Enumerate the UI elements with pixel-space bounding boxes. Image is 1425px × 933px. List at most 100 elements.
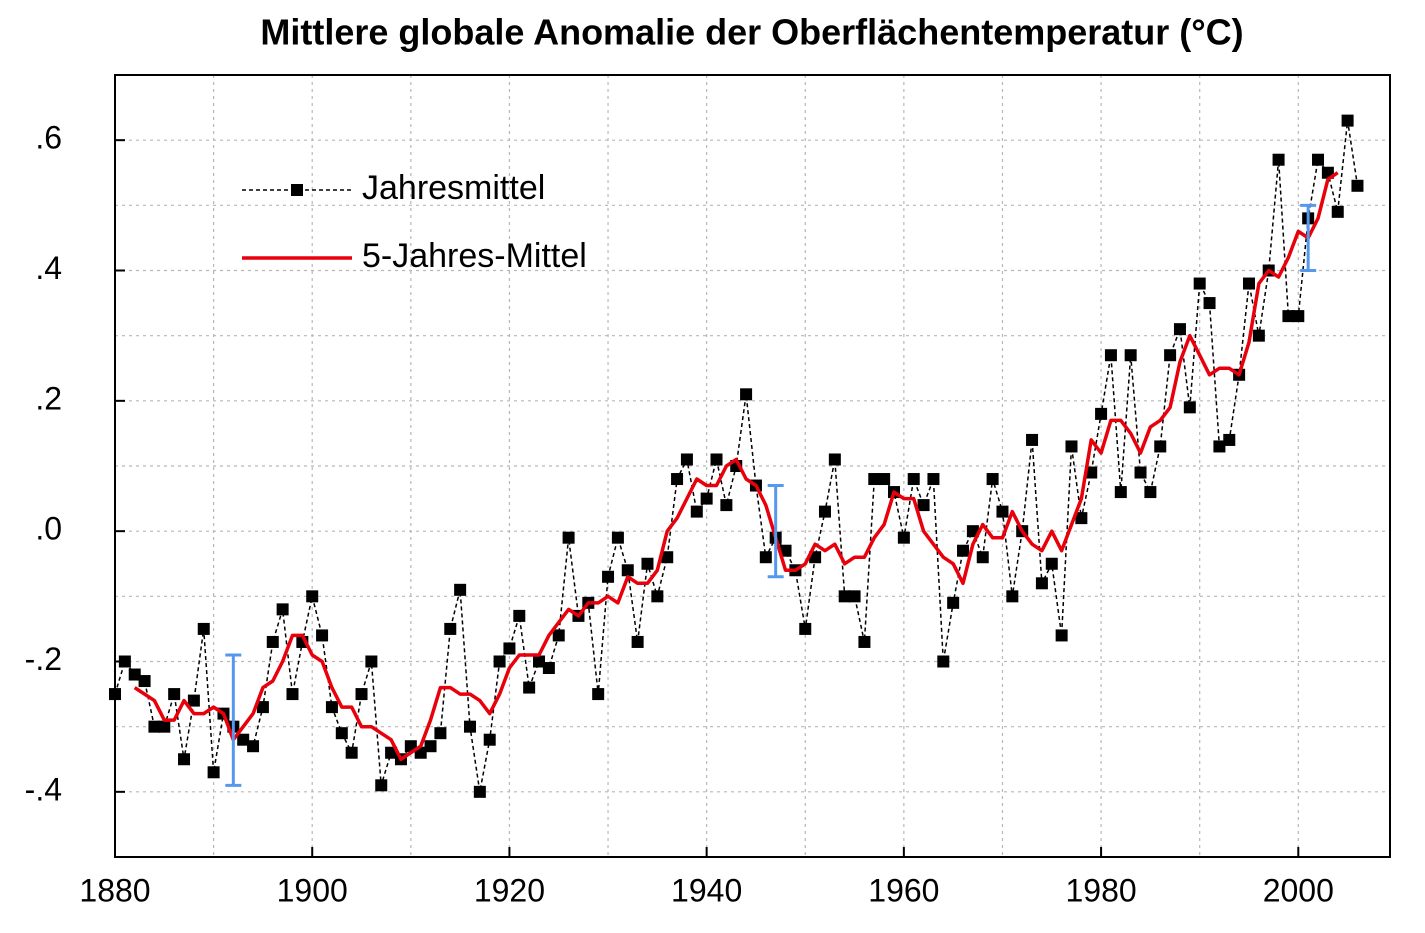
data-point bbox=[1173, 323, 1186, 336]
x-tick-label: 2000 bbox=[1263, 872, 1334, 908]
data-point bbox=[986, 473, 999, 486]
smoothed-line bbox=[133, 171, 1339, 762]
data-point bbox=[1065, 440, 1078, 453]
data-point bbox=[927, 473, 940, 486]
data-point bbox=[907, 473, 920, 486]
data-point bbox=[444, 622, 457, 635]
legend-item: 5-Jahres-Mittel bbox=[242, 237, 587, 275]
data-point bbox=[720, 499, 733, 512]
data-point bbox=[1272, 153, 1285, 166]
y-tick-label: .0 bbox=[35, 511, 62, 547]
data-point bbox=[454, 583, 467, 596]
data-point bbox=[1282, 310, 1295, 323]
data-point bbox=[483, 733, 496, 746]
data-point bbox=[1085, 466, 1098, 479]
data-point bbox=[700, 492, 713, 505]
data-point bbox=[996, 505, 1009, 518]
x-tick-label: 1920 bbox=[474, 872, 545, 908]
data-point bbox=[187, 694, 200, 707]
y-tick-label: .6 bbox=[35, 120, 62, 156]
data-point bbox=[118, 655, 131, 668]
data-point bbox=[1104, 349, 1117, 362]
data-point bbox=[542, 662, 555, 675]
data-point bbox=[671, 473, 684, 486]
data-point bbox=[365, 655, 378, 668]
data-point bbox=[621, 564, 634, 577]
data-point bbox=[592, 688, 605, 701]
data-point bbox=[602, 570, 615, 583]
data-point bbox=[976, 551, 989, 564]
x-tick-label: 1940 bbox=[671, 872, 742, 908]
x-tick-label: 1980 bbox=[1065, 872, 1136, 908]
data-point bbox=[1075, 512, 1088, 525]
data-point bbox=[858, 635, 871, 648]
data-point bbox=[138, 675, 151, 688]
x-tick-label: 1900 bbox=[277, 872, 348, 908]
data-point bbox=[848, 590, 861, 603]
data-point bbox=[740, 388, 753, 401]
y-tick-label: .4 bbox=[35, 250, 62, 286]
legend-item: Jahresmittel bbox=[242, 169, 545, 207]
data-point bbox=[523, 681, 536, 694]
data-point bbox=[1312, 153, 1325, 166]
error-bar bbox=[1300, 203, 1317, 272]
data-point bbox=[355, 688, 368, 701]
data-point bbox=[503, 642, 516, 655]
x-tick-label: 1960 bbox=[868, 872, 939, 908]
data-point bbox=[1242, 277, 1255, 290]
data-point bbox=[1331, 205, 1344, 218]
data-point bbox=[158, 720, 171, 733]
data-point bbox=[947, 596, 960, 609]
data-point bbox=[710, 453, 723, 466]
data-point bbox=[1223, 433, 1236, 446]
data-point bbox=[109, 688, 121, 701]
plot-frame bbox=[114, 74, 1391, 858]
data-point bbox=[424, 740, 437, 753]
data-point bbox=[641, 557, 654, 570]
data-point bbox=[680, 453, 693, 466]
legend-marker bbox=[291, 184, 303, 196]
data-point bbox=[1045, 557, 1058, 570]
data-point bbox=[306, 590, 319, 603]
data-point bbox=[818, 505, 831, 518]
data-point bbox=[759, 551, 772, 564]
error-bar bbox=[225, 653, 242, 787]
y-tick-label: -.2 bbox=[25, 641, 62, 677]
data-point bbox=[799, 622, 812, 635]
data-point bbox=[335, 727, 348, 740]
data-point bbox=[1183, 401, 1196, 414]
data-point bbox=[1154, 440, 1167, 453]
data-point bbox=[1035, 577, 1048, 590]
data-point bbox=[256, 701, 269, 714]
data-point bbox=[651, 590, 664, 603]
data-point bbox=[1193, 277, 1206, 290]
y-tick-label: -.4 bbox=[25, 771, 62, 807]
data-point bbox=[1006, 590, 1019, 603]
data-point bbox=[966, 525, 979, 538]
data-point bbox=[247, 740, 260, 753]
data-point bbox=[276, 603, 289, 616]
data-point bbox=[325, 701, 338, 714]
legend-label: 5-Jahres-Mittel bbox=[362, 237, 587, 275]
data-point bbox=[838, 590, 851, 603]
data-point bbox=[266, 635, 279, 648]
data-point bbox=[197, 622, 210, 635]
data-point bbox=[552, 629, 565, 642]
data-point bbox=[779, 544, 792, 557]
data-point bbox=[917, 499, 930, 512]
data-point bbox=[148, 720, 161, 733]
data-point bbox=[1164, 349, 1177, 362]
data-point bbox=[375, 779, 388, 792]
legend-label: Jahresmittel bbox=[362, 169, 545, 207]
data-point bbox=[168, 688, 181, 701]
data-point bbox=[1213, 440, 1226, 453]
data-point bbox=[661, 551, 674, 564]
data-point bbox=[1055, 629, 1068, 642]
data-point bbox=[463, 720, 476, 733]
data-point bbox=[473, 785, 486, 798]
data-point bbox=[385, 746, 398, 759]
data-point bbox=[1124, 349, 1137, 362]
data-point bbox=[316, 629, 329, 642]
data-point bbox=[1144, 486, 1157, 499]
